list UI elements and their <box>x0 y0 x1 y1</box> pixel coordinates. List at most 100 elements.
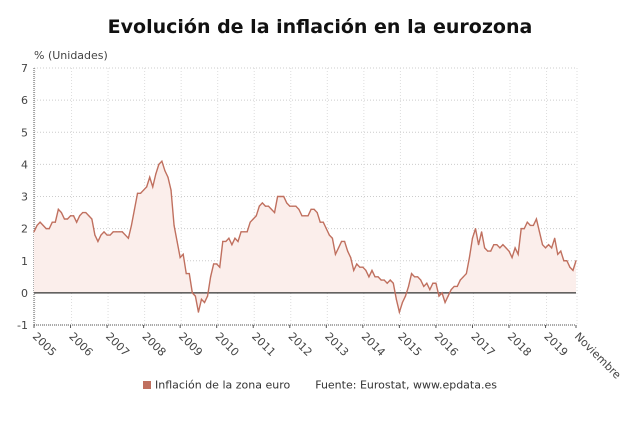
data-point <box>374 276 376 278</box>
data-point <box>109 234 111 236</box>
data-point <box>197 311 200 313</box>
data-point <box>426 282 428 284</box>
data-point <box>328 234 330 236</box>
data-point <box>106 234 108 236</box>
data-point <box>85 211 87 214</box>
data-point <box>307 215 309 217</box>
data-point <box>490 250 492 252</box>
source-note: Fuente: Eurostat, www.epdata.es <box>315 378 497 392</box>
data-point <box>432 282 434 284</box>
data-point <box>139 192 142 194</box>
data-point <box>575 260 577 262</box>
x-tick-label: 2007 <box>103 330 132 359</box>
data-point <box>532 224 534 227</box>
series-area <box>34 161 576 313</box>
y-tick-label: 2 <box>21 223 28 236</box>
data-point <box>520 228 522 230</box>
data-point <box>228 237 230 239</box>
chart-title: Evolución de la inflación en la eurozona <box>107 16 533 38</box>
data-point <box>179 256 181 259</box>
data-point <box>97 240 99 243</box>
data-point <box>88 215 90 217</box>
data-point <box>280 195 282 198</box>
data-point <box>143 189 145 191</box>
data-point <box>206 295 209 297</box>
data-point <box>91 218 93 220</box>
data-point <box>560 250 562 252</box>
data-point <box>572 269 574 271</box>
data-point <box>447 295 449 297</box>
data-point <box>477 244 480 246</box>
data-point <box>438 295 440 297</box>
data-point <box>331 237 334 239</box>
data-point <box>39 221 41 223</box>
data-point <box>264 205 267 207</box>
data-point <box>152 186 154 188</box>
data-point <box>380 279 382 281</box>
x-tick-label: 2016 <box>432 330 461 359</box>
data-point <box>225 240 227 243</box>
data-point <box>359 266 361 268</box>
x-tick-label: 2013 <box>322 330 351 359</box>
data-point <box>459 279 461 281</box>
data-point <box>465 273 467 275</box>
data-point <box>191 292 193 294</box>
data-point <box>493 244 495 246</box>
y-tick-label: 7 <box>21 62 28 75</box>
data-point <box>155 173 157 175</box>
y-tick-label: 5 <box>21 126 28 139</box>
data-point <box>529 224 531 227</box>
data-point <box>362 266 364 268</box>
x-tick-label: 2012 <box>286 330 315 359</box>
data-point <box>334 253 337 255</box>
x-tick-label: 2009 <box>176 330 205 359</box>
data-point <box>310 208 312 210</box>
data-point <box>343 240 346 243</box>
x-tick-label: Noviembre <box>572 330 624 382</box>
data-point <box>66 218 69 220</box>
data-point <box>115 231 117 233</box>
data-point <box>216 263 218 265</box>
data-point <box>51 221 53 223</box>
data-point <box>36 224 38 227</box>
data-point <box>188 273 190 275</box>
data-point <box>547 244 550 246</box>
data-point <box>514 247 516 249</box>
data-point <box>508 250 510 252</box>
data-point <box>356 263 358 265</box>
data-point <box>213 263 215 265</box>
x-tick-label: 2008 <box>139 330 168 359</box>
data-point <box>554 237 556 239</box>
data-point <box>63 218 66 220</box>
data-point <box>112 231 114 233</box>
data-point <box>322 221 324 223</box>
data-point <box>538 231 541 233</box>
x-tick-label: 2015 <box>395 330 424 359</box>
data-point <box>170 189 172 191</box>
data-point <box>392 282 394 284</box>
y-tick-label: 6 <box>21 94 28 107</box>
data-point <box>158 163 160 165</box>
y-tick-label: 3 <box>21 191 28 204</box>
legend-swatch <box>143 381 152 389</box>
data-point <box>505 247 507 249</box>
data-point <box>481 231 483 233</box>
data-point <box>368 276 370 278</box>
data-point <box>161 160 163 162</box>
data-point <box>234 237 236 239</box>
data-point <box>557 253 559 255</box>
data-point <box>100 234 102 236</box>
data-point <box>347 250 349 252</box>
data-point <box>496 244 498 246</box>
data-point <box>286 202 288 204</box>
data-point <box>462 276 464 278</box>
grid <box>33 67 578 328</box>
data-point <box>292 205 294 207</box>
data-point <box>456 285 458 288</box>
y-tick-label: 1 <box>21 255 28 268</box>
data-point <box>103 231 105 233</box>
data-point <box>523 228 525 230</box>
data-point <box>319 221 321 223</box>
